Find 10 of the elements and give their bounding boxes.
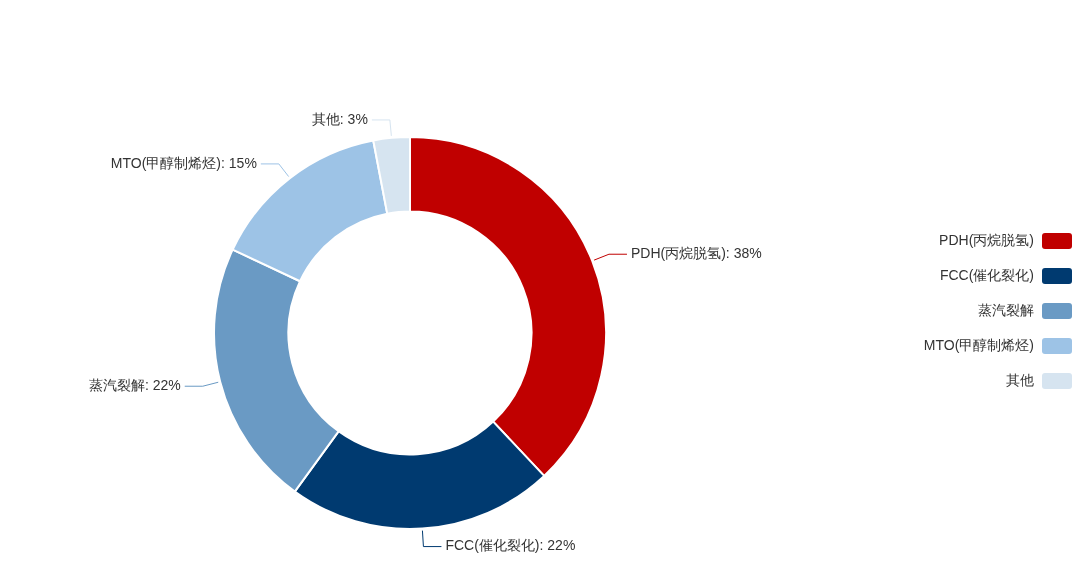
data-label: MTO(甲醇制烯烃): 15% (110, 154, 257, 171)
legend-label: 蒸汽裂解 (978, 302, 1034, 320)
data-label: 蒸汽裂解: 22% (88, 377, 181, 394)
data-label: FCC(催化裂化): 22% (445, 537, 576, 554)
legend-label: 其他 (1006, 372, 1034, 390)
legend-label: MTO(甲醇制烯烃) (923, 337, 1034, 355)
legend-label: FCC(催化裂化) (939, 267, 1034, 285)
legend-label: PDH(丙烷脱氢) (939, 232, 1034, 250)
data-label: PDH(丙烷脱氢): 38% (630, 245, 762, 262)
data-label: 其他: 3% (311, 110, 368, 127)
